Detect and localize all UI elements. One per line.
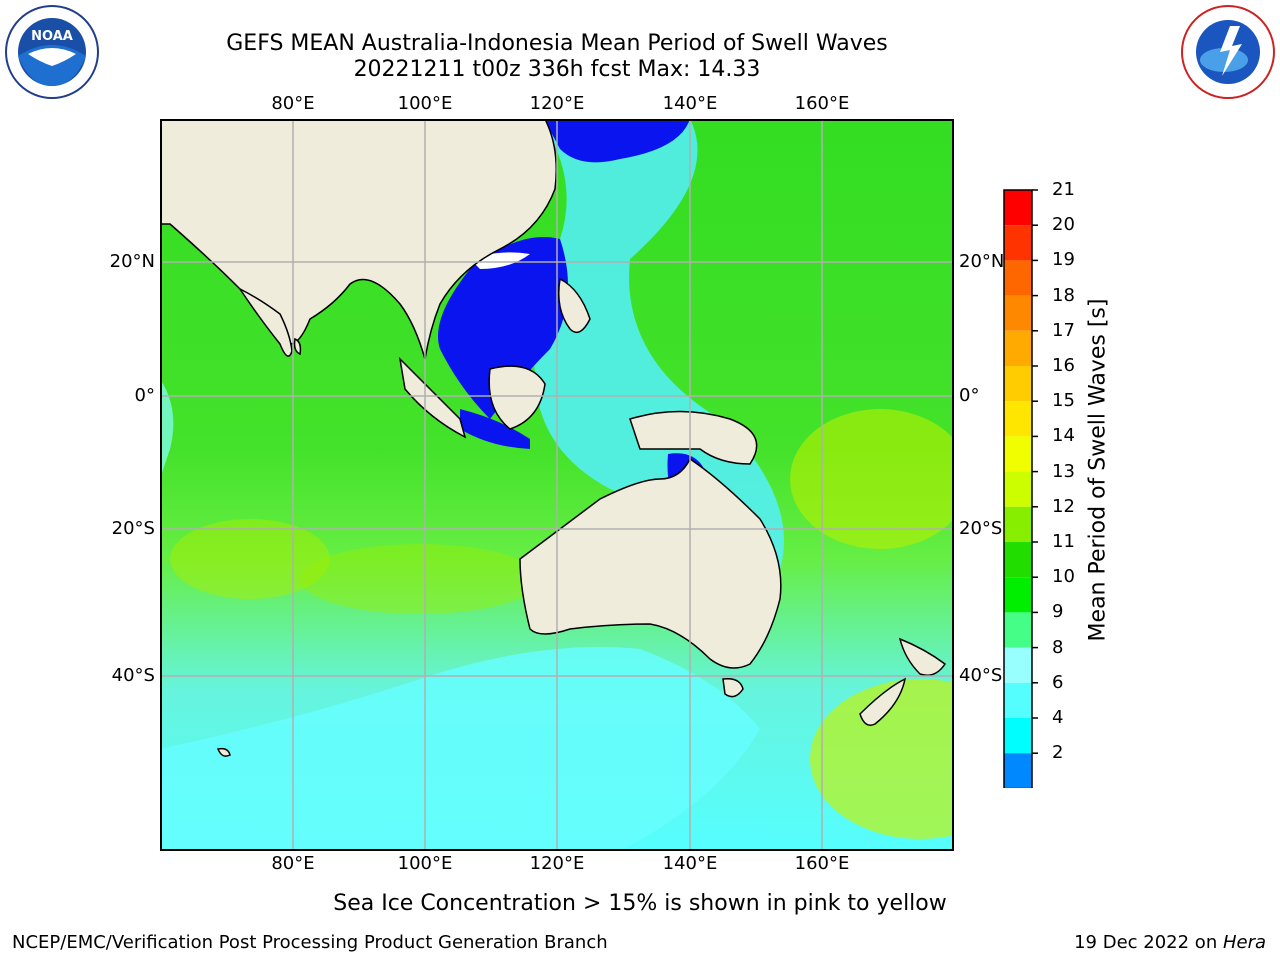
lon-tick-label: 100°E [397,93,453,114]
lon-tick-label: 120°E [529,853,585,874]
noaa-logo: NOAA [4,4,100,100]
nws-logo [1180,4,1276,100]
colorbar-tick-label: 17 [1052,319,1075,341]
colorbar-tick-label: 19 [1052,249,1075,271]
colorbar-segment [1004,577,1032,613]
australia [519,457,782,669]
colorbar-segment [1004,542,1032,578]
sumatra [398,356,467,439]
sea-ice-note-text: Sea Ice Concentration > 15% is shown in … [333,891,947,916]
footer-host: Hera [1222,932,1266,953]
colorbar-tick-label: 18 [1052,284,1075,306]
lon-tick-label: 100°E [397,853,453,874]
lon-tick-label: 80°E [271,853,315,874]
lat-tick-label: 40°S [111,665,155,686]
swell-period-map [160,119,954,851]
colorbar-segment [1004,506,1032,542]
noaa-logo-text: NOAA [31,29,73,44]
map-frame [160,119,954,851]
swell-band-east [790,409,954,549]
southern-cyan-region [160,647,760,851]
colorbar-segment [1004,436,1032,472]
colorbar-tick-label: 21 [1052,179,1075,200]
colorbar-segment [1004,718,1032,754]
colorbar-segment [1004,612,1032,648]
land [160,119,947,757]
lat-tick-label: 0° [959,385,980,406]
indian-subcontinent [237,287,293,357]
lon-tick-label: 160°E [794,853,850,874]
graticule [160,119,954,851]
map-title: GEFS MEAN Australia-Indonesia Mean Perio… [226,31,888,56]
colorbar-tick-label: 9 [1052,601,1064,623]
lat-tick-label: 20°N [109,251,155,272]
colorbar-title: Mean Period of Swell Waves [s] [1085,298,1111,642]
colorbar-segment [1004,260,1032,296]
colorbar-tick-label: 10 [1052,566,1075,588]
kerguelen [216,747,231,757]
colorbar-segment [1004,190,1032,226]
tasmania [722,677,744,698]
colorbar-tick-label: 12 [1052,495,1075,517]
sri-lanka [293,337,302,356]
colorbar-segment [1004,401,1032,437]
colorbar-segment [1004,366,1032,402]
new-guinea [629,410,758,465]
south-china-sea-blue [438,237,568,419]
swell-band-indian [300,544,540,614]
lon-tick-label: 80°E [271,93,315,114]
java-sea-blue [460,409,530,449]
footer-date-text: 19 Dec 2022 on [1074,932,1223,953]
colorbar-tick-label: 16 [1052,355,1075,376]
new-zealand-north [898,637,947,676]
colorbar-tick-label: 8 [1052,636,1064,658]
lon-tick-label: 140°E [662,853,718,874]
lat-tick-label: 0° [134,385,155,406]
swell-band-southeast [810,679,954,839]
lon-tick-label: 120°E [529,93,585,114]
new-zealand-south [859,677,907,726]
lon-tick-label: 140°E [662,93,718,114]
lat-tick-label: 20°S [111,518,155,539]
colorbar-tick-label: 11 [1052,531,1075,552]
colorbar-segment [1004,647,1032,683]
lon-tick-label: 160°E [794,93,850,114]
colorbar-segment [1004,225,1032,261]
borneo [488,365,546,430]
philippines [558,277,591,334]
colorbar-tick-label: 20 [1052,214,1075,236]
colorbar-segment [1004,471,1032,507]
sea-ice-note: Sea Ice Concentration > 15% is shown in … [0,891,1280,916]
lat-tick-label: 20°N [959,251,1005,272]
colorbar-segment [1004,753,1032,789]
cyan-west-patch [160,379,174,479]
east-china-sea-blue [544,119,690,163]
colorbar-segment [1004,682,1032,718]
footer-credit: NCEP/EMC/Verification Post Processing Pr… [12,932,608,953]
colorbar-segment [1004,330,1032,366]
lat-tick-label: 20°S [959,518,1003,539]
colorbar-tick-label: 13 [1052,460,1075,482]
colorbar-tick-label: 14 [1052,425,1075,447]
colorbar-tick-label: 6 [1052,671,1064,693]
footer-date: 19 Dec 2022 on Hera [1074,932,1266,953]
colorbar-tick-label: 2 [1052,742,1064,764]
colorbar-segment [1004,295,1032,331]
colorbar-tick-label: 15 [1052,390,1075,412]
map-subtitle: 20221211 t00z 336h fcst Max: 14.33 [353,57,761,82]
colorbar [1000,188,1050,819]
lat-tick-label: 40°S [959,665,1003,686]
swell-band-southwest [170,519,330,599]
colorbar-tick-label: 4 [1052,707,1064,728]
